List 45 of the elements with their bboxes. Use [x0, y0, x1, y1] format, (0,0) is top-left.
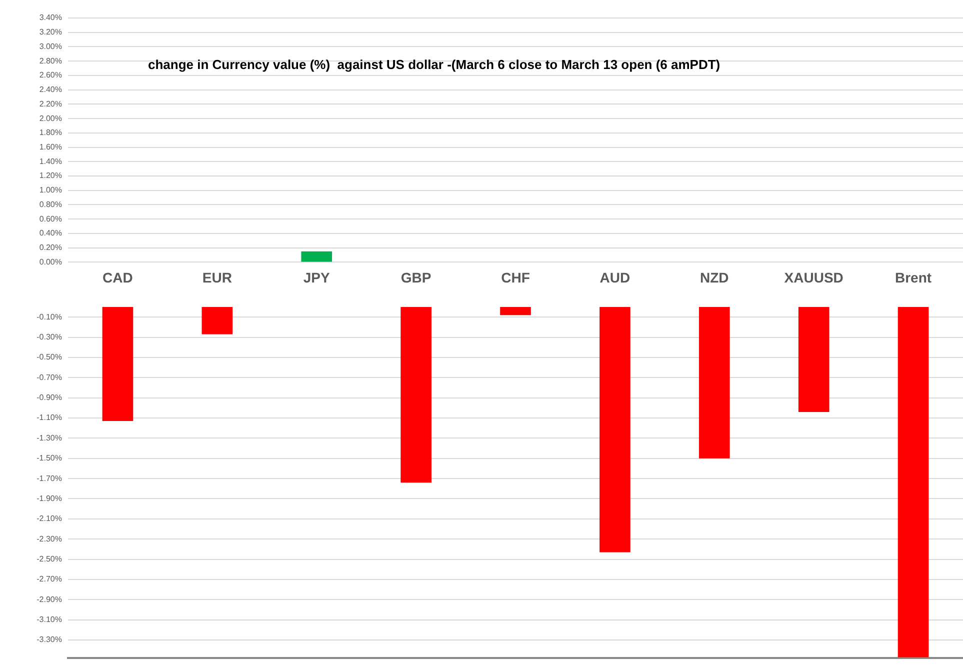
x-tick-label: CAD: [102, 269, 133, 286]
y-tick-label: -1.10%: [36, 413, 62, 422]
x-tick-label: NZD: [700, 269, 729, 286]
y-tick-label: 2.40%: [39, 85, 62, 94]
text: change in Currency value (%) against US dollar -(March 6 close to March 13 open (6 amPDT): [148, 57, 720, 72]
y-tick-label: 2.00%: [39, 114, 62, 123]
y-tick-label: -0.30%: [36, 332, 62, 342]
x-tick-label: GBP: [400, 269, 432, 286]
y-tick-label: -2.10%: [36, 514, 62, 524]
y-tick-label: -3.30%: [36, 635, 62, 644]
y-tick-label: 0.40%: [39, 228, 62, 238]
x-tick-label: XAUUSD: [784, 269, 844, 286]
y-tick-label: 2.80%: [39, 56, 62, 66]
y-tick-label: 3.40%: [39, 13, 62, 22]
y-tick-label: 1.60%: [39, 142, 62, 152]
x-tick-label: AUD: [600, 269, 630, 286]
y-tick-label: 3.20%: [39, 28, 62, 37]
y-tick-label: -0.70%: [36, 372, 62, 382]
y-tick-label: 2.20%: [39, 99, 62, 108]
y-tick-label: -1.70%: [36, 474, 62, 483]
y-tick-label: -0.10%: [36, 312, 62, 322]
y-tick-label: 0.80%: [39, 200, 62, 209]
y-tick-label: 0.60%: [39, 214, 62, 224]
y-tick-label: -0.50%: [36, 352, 62, 362]
y-tick-label: -1.90%: [36, 494, 62, 503]
y-tick-label: -2.90%: [36, 594, 62, 604]
y-tick-label: 0.20%: [39, 243, 62, 252]
y-tick-label: -2.70%: [36, 574, 62, 584]
y-tick-label: -2.50%: [36, 554, 62, 564]
x-tick-label: Brent: [894, 269, 932, 286]
x-tick-label: CHF: [501, 269, 530, 286]
y-tick-label: 1.00%: [39, 186, 62, 195]
y-tick-label: -3.10%: [36, 615, 62, 624]
y-tick-label: -0.90%: [36, 393, 62, 402]
y-tick-label: -1.30%: [36, 433, 62, 442]
x-tick-label: EUR: [202, 269, 232, 286]
y-tick-label: 2.60%: [39, 70, 62, 80]
y-tick-label: 1.20%: [39, 171, 62, 180]
y-tick-label: 1.80%: [39, 128, 62, 138]
y-tick-label: -1.50%: [36, 454, 62, 463]
x-tick-label: JPY: [303, 269, 330, 286]
y-tick-label: 1.40%: [39, 156, 62, 166]
y-tick-label: 3.00%: [39, 42, 62, 51]
y-tick-label: 0.00%: [39, 257, 62, 266]
y-tick-label: -2.30%: [36, 534, 62, 544]
